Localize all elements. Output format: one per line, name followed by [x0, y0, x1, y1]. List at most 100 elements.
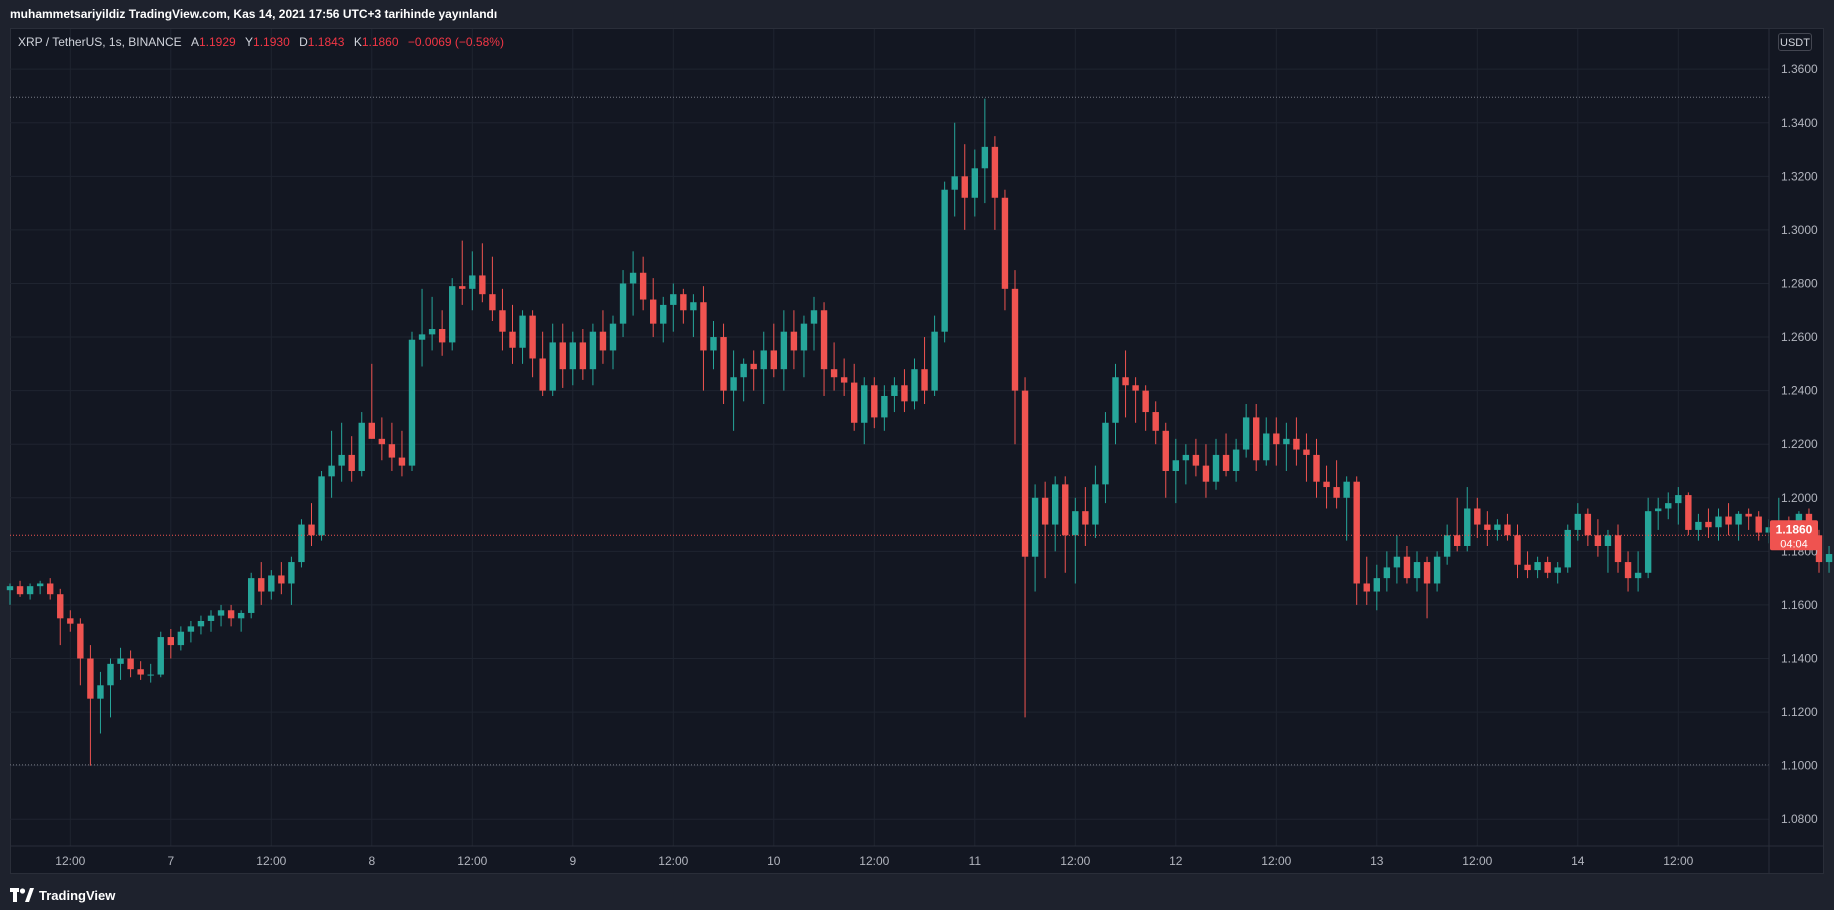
- candle-body: [871, 385, 878, 418]
- candle-body: [1524, 564, 1531, 571]
- candle-body: [690, 302, 697, 311]
- candle-body: [67, 618, 74, 624]
- candle-body: [1504, 524, 1511, 536]
- candle-body: [710, 337, 717, 351]
- candle-body: [680, 294, 687, 311]
- price-tick-label: 1.2400: [1781, 384, 1818, 398]
- candle-body: [147, 674, 154, 676]
- candle-body: [177, 631, 185, 646]
- candle-body: [97, 685, 104, 699]
- candle-body: [901, 385, 908, 402]
- candle-body: [1102, 422, 1109, 485]
- candle-body: [599, 331, 607, 351]
- candle-body: [1825, 554, 1833, 563]
- candle-body: [428, 329, 436, 335]
- candle-body: [519, 315, 526, 348]
- tradingview-logo-icon: [10, 888, 34, 902]
- candle-body: [338, 454, 345, 466]
- last-price-badge: 1.1860 04:04: [1770, 520, 1818, 551]
- candle-body: [237, 612, 245, 619]
- open-label: A: [190, 35, 199, 49]
- candle-body: [388, 444, 396, 458]
- candle-body: [1574, 513, 1581, 530]
- candle-body: [308, 524, 315, 536]
- candle-body: [911, 369, 918, 402]
- footer: [0, 880, 1834, 910]
- high-value: 1.1930: [253, 35, 290, 49]
- candle-body: [1072, 511, 1079, 536]
- high-label: Y: [245, 35, 254, 49]
- candle-body: [1644, 511, 1652, 573]
- price-tick-label: 1.3600: [1781, 62, 1818, 76]
- candle-body: [1182, 454, 1190, 461]
- candle-body: [459, 286, 466, 289]
- time-tick-label: 9: [569, 854, 576, 868]
- close-value: 1.1860: [361, 35, 399, 49]
- candle-body: [278, 575, 285, 584]
- candle-body: [1122, 377, 1129, 386]
- candle-body: [941, 189, 948, 332]
- low-value: 1.1843: [307, 35, 345, 49]
- candle-body: [559, 342, 566, 370]
- candle-body: [499, 310, 506, 332]
- time-tick-label: 12:00: [1663, 854, 1693, 868]
- candle-body: [589, 331, 597, 370]
- candle-body: [1303, 449, 1310, 455]
- candle-body: [1293, 438, 1300, 450]
- time-tick-label: 8: [368, 854, 375, 868]
- candlestick-chart[interactable]: 1.3600 1.3400 1.3200 1.3000 1.2800 1.2600 1.24…: [0, 0, 1834, 880]
- candle-body: [619, 283, 627, 324]
- candle-body: [861, 385, 868, 423]
- candle-body: [1665, 503, 1672, 509]
- candle-body: [288, 562, 295, 584]
- candle-body: [1383, 567, 1391, 579]
- time-tick-label: 12:00: [55, 854, 85, 868]
- candle-body: [951, 176, 958, 190]
- candle-body: [639, 272, 647, 300]
- reference-lines: [10, 96, 1769, 766]
- candle-body: [1464, 508, 1471, 546]
- time-scale[interactable]: 12:00 7 12:00 8 12:00 9 12:00 10 12:00 11 12:00 12 1…: [55, 854, 1693, 868]
- last-price-value: 1.1860: [1776, 522, 1813, 536]
- candle-body: [1484, 524, 1491, 530]
- candle-body: [1695, 521, 1702, 530]
- candle-body: [107, 663, 114, 686]
- change-value: −0.0069 (−0.58%): [407, 35, 504, 49]
- published-header: muhammetsariyildiz TradingView.com, Kas …: [0, 0, 1834, 28]
- tradingview-logo[interactable]: TradingView: [10, 886, 115, 904]
- candle-body: [1132, 385, 1139, 391]
- candle-body: [1001, 197, 1009, 289]
- time-tick-label: 7: [167, 854, 174, 868]
- candle-body: [1705, 521, 1712, 528]
- candle-body: [258, 578, 265, 592]
- candle-body: [167, 637, 174, 646]
- candle-body: [1474, 508, 1481, 525]
- candle-body: [1021, 390, 1029, 557]
- candle-body: [1454, 535, 1461, 546]
- candle-body: [971, 168, 978, 198]
- candle-body: [539, 358, 546, 391]
- candle-body: [1112, 377, 1119, 423]
- candle-body: [1353, 481, 1360, 584]
- time-tick-label: 12:00: [1060, 854, 1090, 868]
- chart-panel[interactable]: [10, 28, 1824, 874]
- candle-body: [248, 578, 255, 613]
- candle-body: [16, 586, 24, 595]
- candle-body: [268, 575, 275, 592]
- candle-body: [730, 377, 737, 391]
- candle-body: [1323, 481, 1330, 488]
- currency-button[interactable]: USDT: [1778, 33, 1812, 51]
- candle-body: [790, 331, 798, 351]
- candle-body: [1594, 535, 1602, 546]
- candle-body: [780, 331, 788, 370]
- symbol-title[interactable]: XRP / TetherUS, 1s, BINANCE: [18, 35, 182, 49]
- candle-body: [840, 377, 848, 383]
- candle-body: [660, 304, 667, 324]
- candle-body: [207, 615, 215, 621]
- candle-body: [1443, 535, 1451, 557]
- candle-body: [881, 395, 888, 418]
- candle-body: [770, 350, 777, 370]
- candle-body: [1263, 433, 1270, 461]
- price-scale[interactable]: 1.3600 1.3400 1.3200 1.3000 1.2800 1.2600 1.24…: [1781, 62, 1818, 826]
- time-tick-label: 10: [767, 854, 781, 868]
